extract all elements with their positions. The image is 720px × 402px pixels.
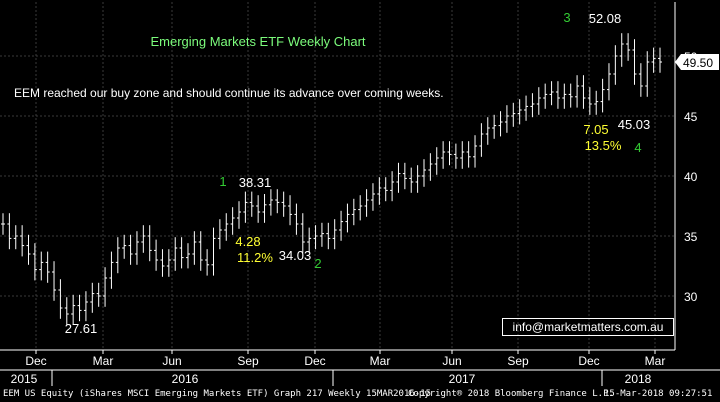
low-2-label: 34.03 <box>279 248 312 263</box>
chart-title: Emerging Markets ETF Weekly Chart <box>150 34 365 49</box>
low-start-label: 27.61 <box>65 321 98 336</box>
x-tick-label: Dec <box>578 354 599 368</box>
fall-2-points-label: 7.05 <box>583 122 608 137</box>
x-tick-label: Jun <box>442 354 461 368</box>
last-price-tag <box>675 54 719 70</box>
x-year-label: 2016 <box>172 372 199 386</box>
y-tick-label: 45 <box>684 110 698 124</box>
x-year-label: 2017 <box>449 372 476 386</box>
y-tick-label: 40 <box>684 170 698 184</box>
last-price-label: 49.50 <box>683 56 713 70</box>
high-3-label: 52.08 <box>589 11 622 26</box>
x-tick-label: Dec <box>304 354 325 368</box>
footer-timestamp: 15-Mar-2018 09:27:51 <box>604 389 713 399</box>
wave-3-label: 3 <box>563 10 570 25</box>
wave-4-label: 4 <box>634 140 641 155</box>
x-year-label: 2015 <box>11 372 38 386</box>
x-tick-label: Mar <box>645 354 666 368</box>
axes: 3035404550DecMarJunSepDecMarJunSepDecMar… <box>0 2 720 386</box>
footer-bar: EEM US Equity (iShares MSCI Emerging Mar… <box>0 386 720 402</box>
commentary-text: EEM reached our buy zone and should cont… <box>14 86 444 100</box>
grid-lines <box>0 2 675 350</box>
low-4-label: 45.03 <box>618 117 651 132</box>
x-tick-label: Mar <box>93 354 114 368</box>
contact-email: info@marketmatters.com.au <box>502 318 674 336</box>
wave-2-label: 2 <box>314 256 321 271</box>
fall-1-pct-label: 11.2% <box>237 250 273 265</box>
price-bars <box>1 33 662 325</box>
footer-security: EEM US Equity (iShares MSCI Emerging Mar… <box>3 389 432 399</box>
x-tick-label: Sep <box>237 354 259 368</box>
wave-1-label: 1 <box>219 174 226 189</box>
x-tick-label: Sep <box>507 354 529 368</box>
y-tick-label: 35 <box>684 230 698 244</box>
price-chart: 3035404550DecMarJunSepDecMarJunSepDecMar… <box>0 2 720 386</box>
fall-2-pct-label: 13.5% <box>585 138 622 153</box>
x-tick-label: Dec <box>25 354 46 368</box>
x-year-label: 2018 <box>625 372 652 386</box>
footer-copyright: Copyright® 2018 Bloomberg Finance L.P. <box>408 389 614 399</box>
high-1-label: 38.31 <box>239 175 272 190</box>
x-tick-label: Jun <box>162 354 181 368</box>
y-tick-label: 30 <box>684 290 698 304</box>
x-tick-label: Mar <box>370 354 391 368</box>
fall-1-points-label: 4.28 <box>235 234 260 249</box>
